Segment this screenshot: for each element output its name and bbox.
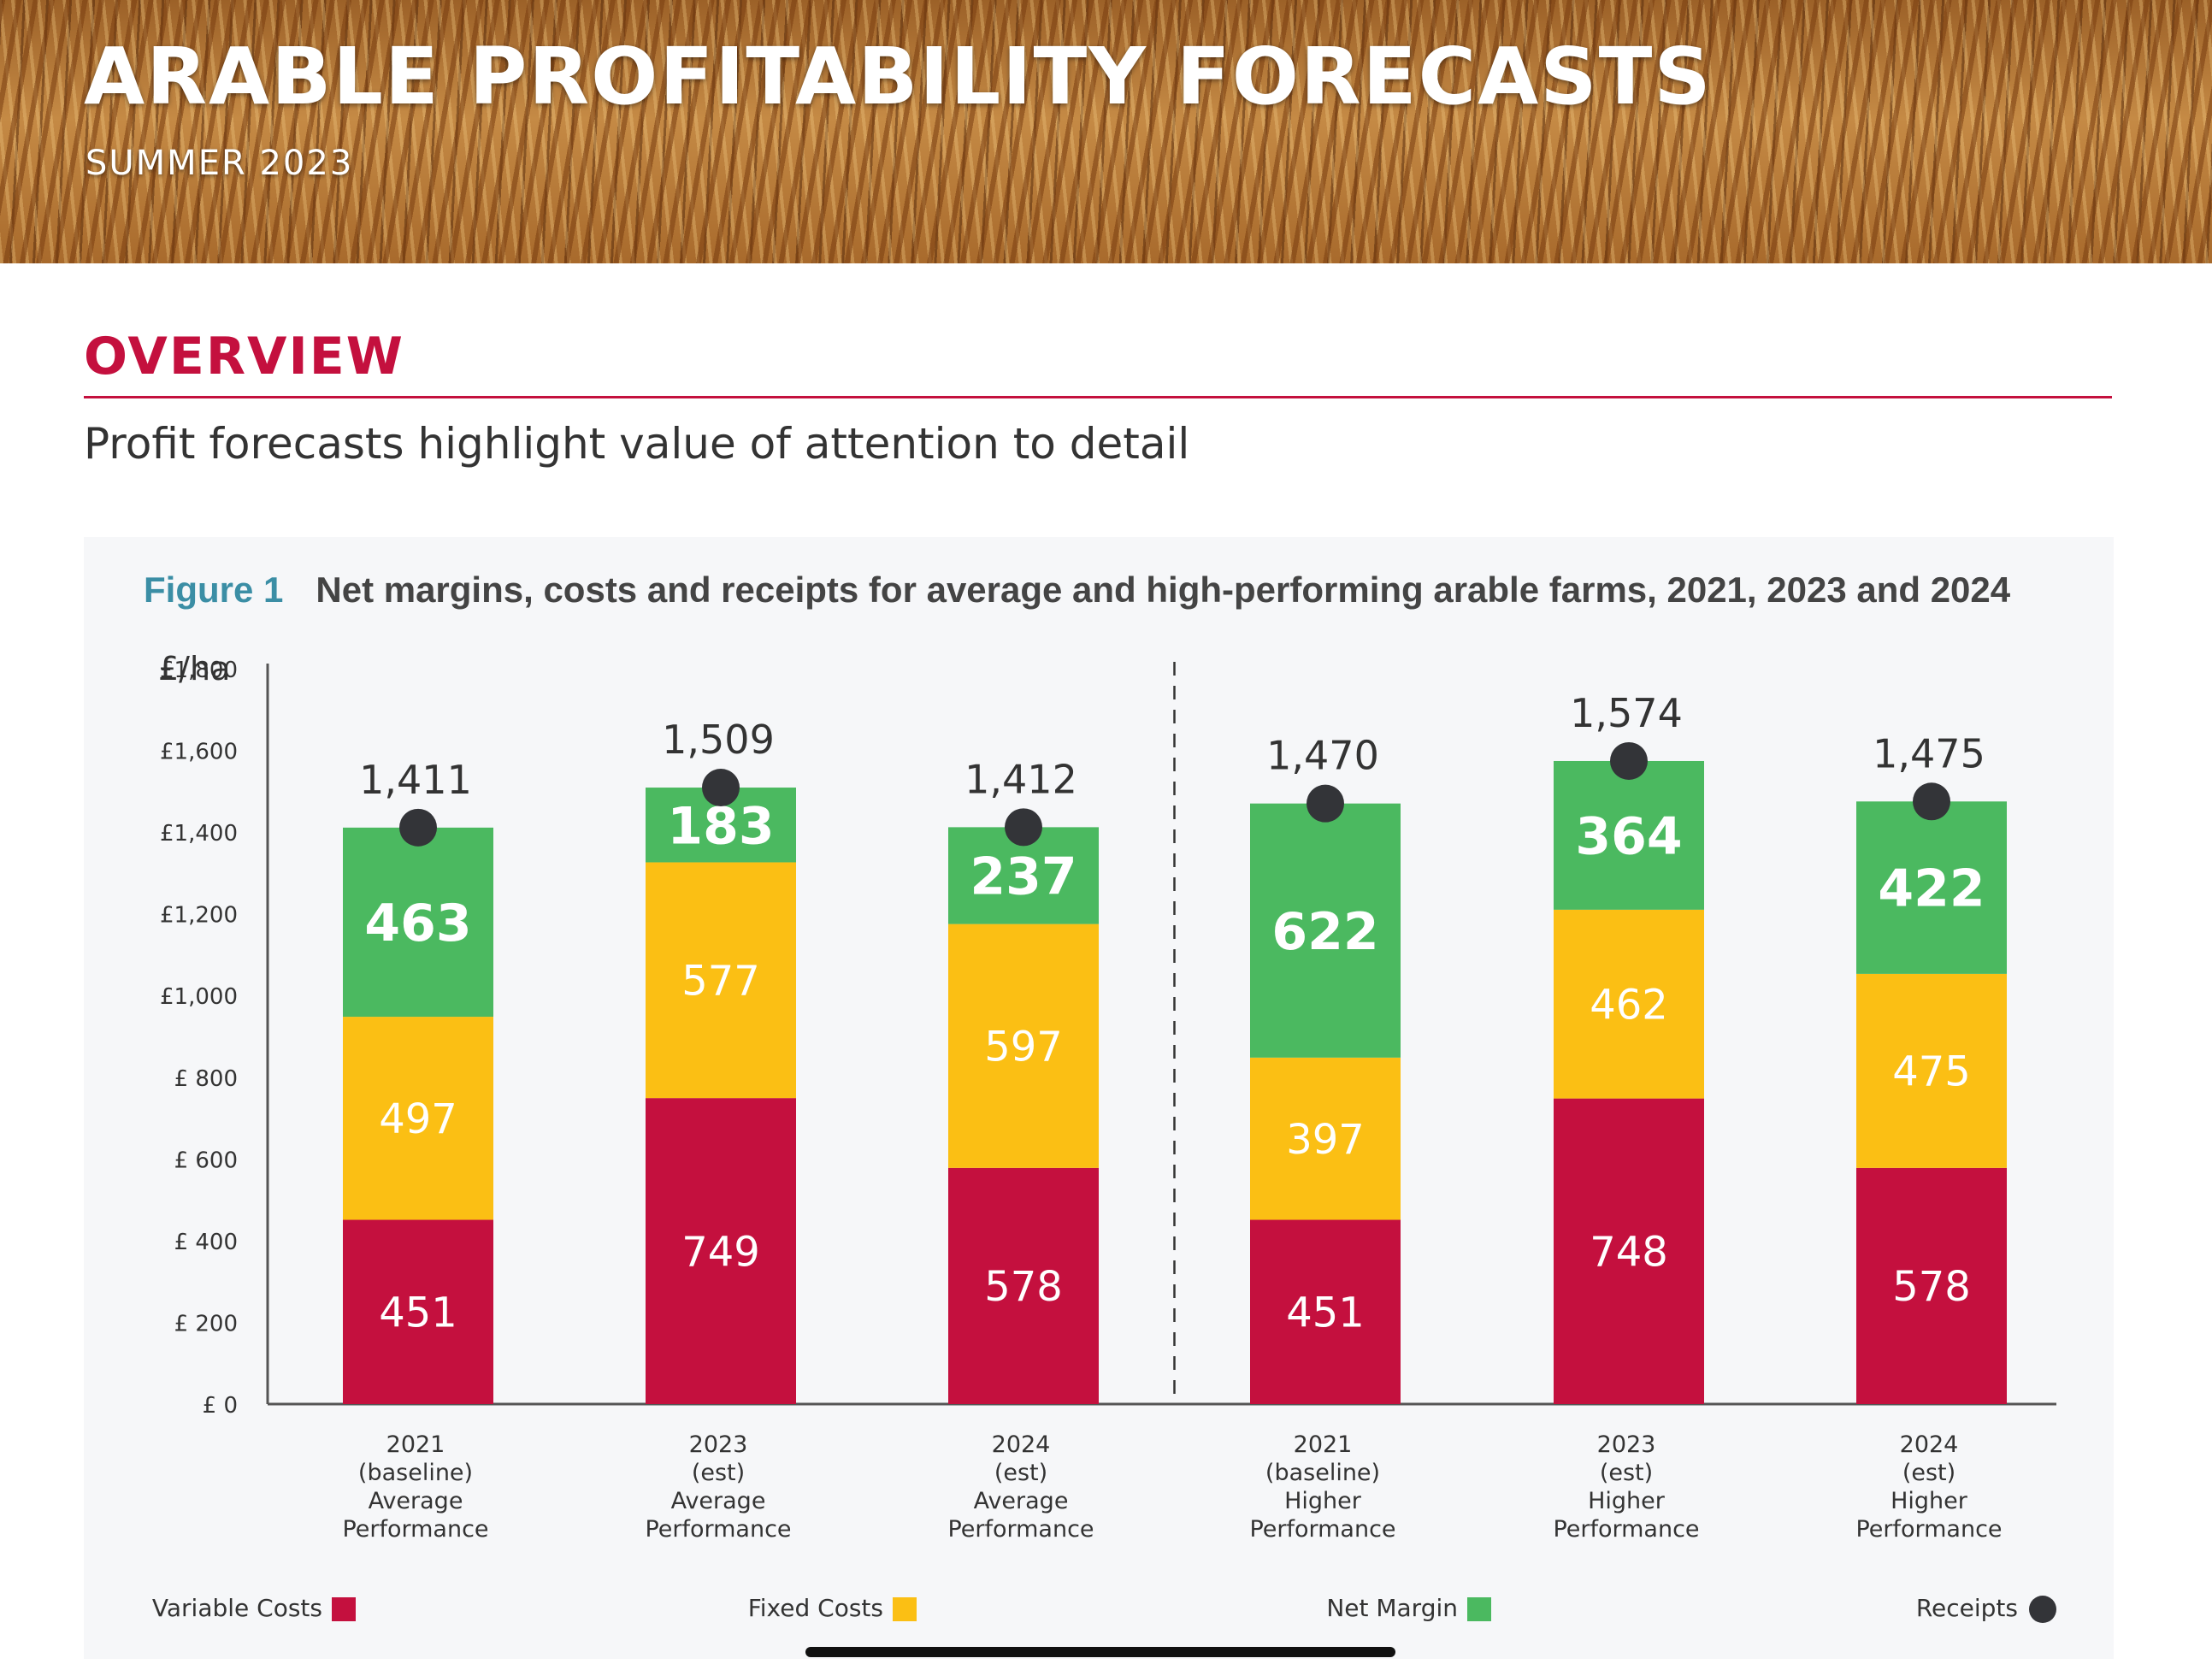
headline: Profit forecasts highlight value of atte… <box>84 419 1190 469</box>
section-divider <box>84 396 2112 398</box>
net-margin-value-label: 364 <box>1575 807 1682 867</box>
y-axis-title: £/ha <box>158 650 230 687</box>
receipts-value-label: 1,574 <box>1570 690 1683 736</box>
receipts-marker <box>1913 782 1950 821</box>
fixed-costs-value-label: 497 <box>379 1095 457 1143</box>
variable-costs-bar <box>948 1167 1099 1404</box>
variable-costs-value-label: 578 <box>1892 1263 1971 1311</box>
x-tick-label: (est) <box>1902 1460 1955 1486</box>
net-margin-bar <box>1250 803 1401 1058</box>
y-tick-label: £1,200 <box>160 903 238 929</box>
x-tick-label: Performance <box>1855 1516 2002 1543</box>
legend-swatch-net-margin <box>1467 1597 1491 1621</box>
legend-swatch-receipts <box>2029 1596 2056 1623</box>
x-tick-label: (baseline) <box>358 1460 473 1486</box>
x-tick-label: (est) <box>692 1460 745 1486</box>
net-margin-value-label: 463 <box>364 894 471 953</box>
variable-costs-bar <box>1554 1098 1704 1404</box>
receipts-value-label: 1,509 <box>662 717 775 763</box>
x-tick-label: Average <box>671 1488 766 1514</box>
fixed-costs-bar <box>948 924 1099 1168</box>
y-tick-label: £ 600 <box>174 1148 238 1173</box>
x-tick-label: 2023 <box>1597 1431 1656 1458</box>
net-margin-value-label: 422 <box>1878 859 1985 919</box>
y-tick-label: £1,600 <box>160 740 238 765</box>
variable-costs-value-label: 748 <box>1590 1229 1668 1277</box>
net-margin-bar <box>1856 801 2007 974</box>
x-tick-label: Higher <box>1891 1488 1968 1514</box>
x-tick-label: 2021 <box>1294 1431 1353 1458</box>
fixed-costs-value-label: 577 <box>681 958 760 1006</box>
x-tick-label: (est) <box>994 1460 1047 1486</box>
receipts-value-label: 1,412 <box>964 756 1077 802</box>
net-margin-bar <box>343 827 493 1018</box>
header-banner: ARABLE PROFITABILITY FORECASTS SUMMER 20… <box>0 0 2212 263</box>
y-tick-label: £1,400 <box>160 821 238 847</box>
receipts-marker <box>1610 741 1648 780</box>
variable-costs-value-label: 451 <box>1286 1289 1365 1337</box>
variable-costs-value-label: 578 <box>984 1263 1063 1311</box>
x-tick-label: Higher <box>1284 1488 1362 1514</box>
x-tick-label: Average <box>369 1488 463 1514</box>
legend-swatch-fixed-costs <box>893 1597 917 1621</box>
fixed-costs-value-label: 462 <box>1590 982 1668 1030</box>
receipts-marker <box>1005 808 1042 847</box>
y-tick-label: £ 0 <box>203 1393 238 1419</box>
x-tick-label: Performance <box>1553 1516 1699 1543</box>
receipts-marker <box>702 769 740 807</box>
legend-label-variable-costs: Variable Costs <box>152 1594 322 1622</box>
fixed-costs-value-label: 475 <box>1892 1048 1971 1096</box>
fixed-costs-value-label: 597 <box>984 1024 1063 1071</box>
x-tick-label: Higher <box>1588 1488 1666 1514</box>
x-tick-label: 2021 <box>386 1431 445 1458</box>
report-subtitle: SUMMER 2023 <box>86 144 354 183</box>
fixed-costs-bar <box>343 1017 493 1220</box>
net-margin-bar <box>1554 760 1704 910</box>
net-margin-value-label: 622 <box>1271 902 1378 962</box>
variable-costs-bar <box>343 1219 493 1404</box>
x-tick-label: 2024 <box>992 1431 1051 1458</box>
y-tick-label: £ 200 <box>174 1311 238 1337</box>
legend-label-receipts: Receipts <box>1916 1594 2018 1622</box>
fixed-costs-bar <box>1856 973 2007 1168</box>
variable-costs-bar <box>1250 1219 1401 1404</box>
x-tick-label: Performance <box>947 1516 1094 1543</box>
home-indicator[interactable] <box>805 1647 1395 1657</box>
x-tick-label: Performance <box>342 1516 488 1543</box>
y-tick-label: £ 800 <box>174 1066 238 1092</box>
legend-swatch-variable-costs <box>332 1597 356 1621</box>
y-tick-label: £ 400 <box>174 1230 238 1255</box>
x-tick-label: Average <box>974 1488 1069 1514</box>
x-tick-label: Performance <box>645 1516 791 1543</box>
net-margin-value-label: 237 <box>970 847 1077 907</box>
variable-costs-value-label: 749 <box>681 1228 760 1276</box>
fixed-costs-bar <box>1250 1057 1401 1220</box>
variable-costs-value-label: 451 <box>379 1289 457 1337</box>
variable-costs-bar <box>1856 1167 2007 1404</box>
x-tick-label: Performance <box>1249 1516 1395 1543</box>
receipts-value-label: 1,475 <box>1873 730 1985 776</box>
legend-label-fixed-costs: Fixed Costs <box>748 1594 883 1622</box>
fixed-costs-bar <box>646 862 796 1099</box>
y-tick-label: £1,000 <box>160 984 238 1010</box>
legend-label-net-margin: Net Margin <box>1326 1594 1458 1622</box>
x-tick-label: (baseline) <box>1265 1460 1380 1486</box>
x-tick-label: 2024 <box>1900 1431 1959 1458</box>
figure-label: Figure 1 <box>144 569 284 610</box>
figure-caption: Figure 1 Net margins, costs and receipts … <box>144 569 2010 611</box>
figure-caption-text: Net margins, costs and receipts for aver… <box>316 569 2011 610</box>
x-tick-label: (est) <box>1600 1460 1653 1486</box>
receipts-value-label: 1,470 <box>1266 733 1379 779</box>
section-title: OVERVIEW <box>84 327 404 387</box>
receipts-marker <box>1307 784 1344 823</box>
fixed-costs-value-label: 397 <box>1286 1116 1365 1164</box>
x-tick-label: 2023 <box>689 1431 748 1458</box>
receipts-marker <box>399 808 437 847</box>
report-title: ARABLE PROFITABILITY FORECASTS <box>84 31 1713 122</box>
fixed-costs-bar <box>1554 909 1704 1099</box>
variable-costs-bar <box>646 1098 796 1404</box>
y-tick-label: £1,800 <box>160 658 238 683</box>
receipts-value-label: 1,411 <box>359 757 472 803</box>
